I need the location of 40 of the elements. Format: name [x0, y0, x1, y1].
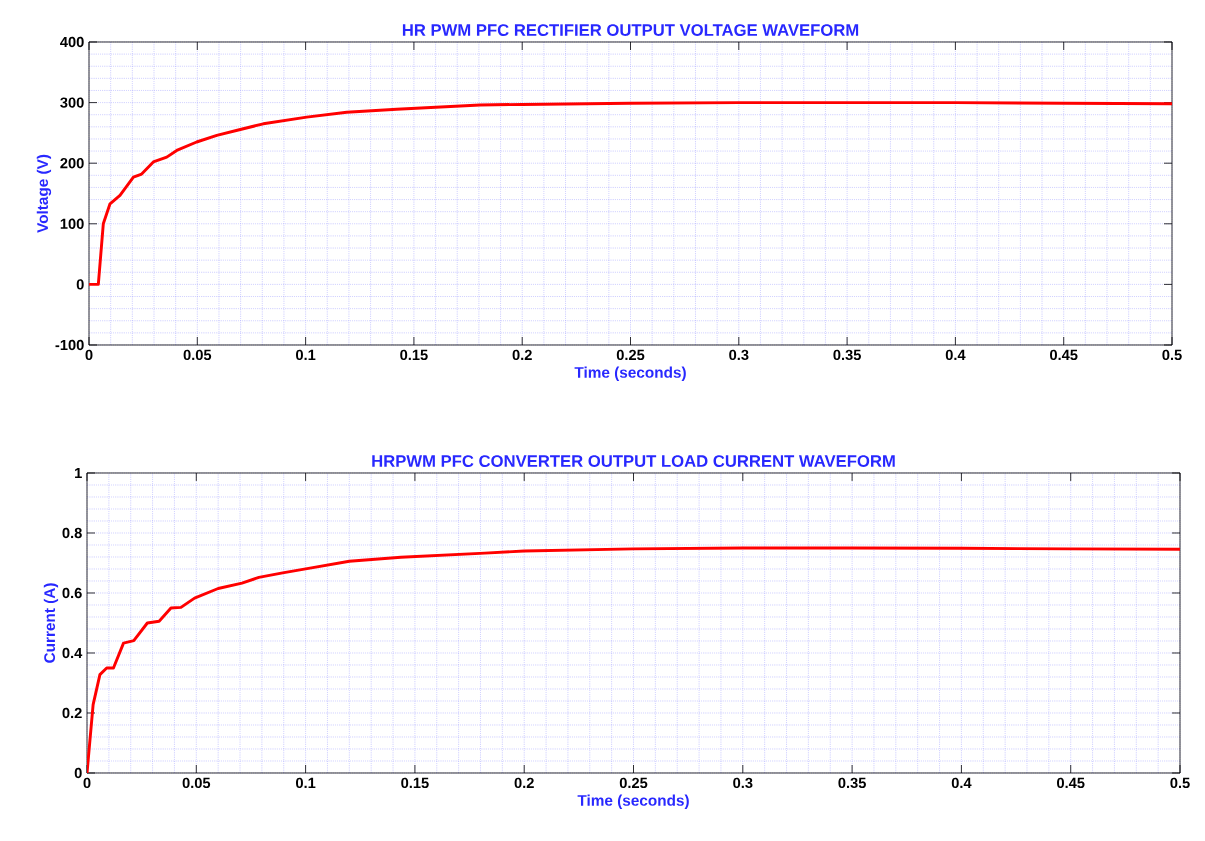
- x-tick-label: 0.5: [1162, 349, 1182, 361]
- x-tick-label: 0.25: [619, 777, 648, 789]
- y-tick-label: 0.6: [62, 587, 82, 599]
- chart-title: HRPWM PFC CONVERTER OUTPUT LOAD CURRENT WAVEFORM: [372, 455, 895, 467]
- x-tick-label: 0.15: [400, 349, 428, 361]
- x-tick-label: 0.35: [838, 777, 866, 789]
- y-tick-label: 400: [60, 36, 84, 48]
- y-tick-label: 0: [74, 767, 82, 779]
- x-tick-label: 0.3: [729, 349, 749, 361]
- x-tick-label: 0.1: [296, 777, 316, 789]
- y-tick-label: 100: [60, 218, 84, 229]
- y-tick-label: -100: [55, 339, 84, 351]
- x-tick-label: 0.15: [401, 777, 429, 789]
- x-axis-title: Time (seconds): [577, 794, 689, 809]
- x-tick-label: 0.1: [296, 349, 316, 361]
- y-tick-label: 300: [60, 97, 84, 108]
- x-axis-title: Time (seconds): [574, 366, 686, 381]
- x-tick-label: 0.4: [945, 349, 966, 361]
- y-tick-label: 0.4: [62, 647, 83, 659]
- x-tick-label: 0.35: [833, 349, 861, 361]
- x-tick-label: 0.45: [1057, 777, 1085, 789]
- x-tick-label: 0.25: [616, 349, 645, 361]
- x-tick-label: 0: [85, 349, 93, 361]
- chart-title: HR PWM PFC RECTIFIER OUTPUT VOLTAGE WAVEFORM: [402, 24, 859, 36]
- y-tick-label: 0: [76, 279, 84, 290]
- y-tick-label: 1: [75, 467, 82, 479]
- y-tick-label: 0.2: [62, 707, 82, 719]
- y-tick-label: 0.8: [62, 527, 82, 539]
- y-tick-label: 200: [60, 158, 84, 169]
- line-series: [87, 546, 1181, 773]
- x-tick-label: 0.3: [733, 777, 753, 789]
- x-tick-label: 0.2: [512, 349, 532, 361]
- x-tick-label: 0.2: [514, 777, 534, 789]
- y-axis-title: Voltage (V): [36, 154, 52, 233]
- x-tick-label: 0.05: [182, 777, 211, 789]
- x-tick-label: 0.05: [183, 349, 212, 361]
- x-tick-label: 0.5: [1170, 777, 1190, 789]
- x-tick-label: 0.45: [1050, 349, 1078, 361]
- x-tick-label: 0.4: [951, 777, 972, 789]
- y-axis-title: Current (A): [43, 583, 59, 663]
